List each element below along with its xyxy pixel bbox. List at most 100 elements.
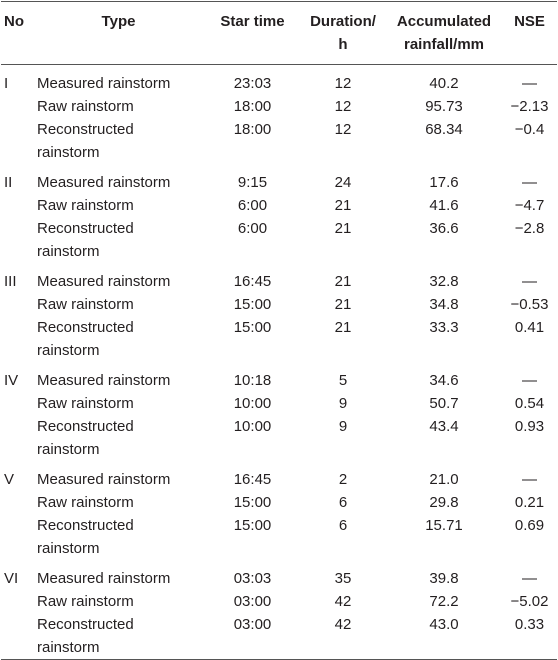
cell: 18:00 [233,98,272,115]
empty-cell [1,392,32,415]
cell: 10:00 [233,395,272,412]
cell: 68.34 [425,121,463,138]
type-text: Raw rainstorm [37,296,134,313]
cell: 6:00 [237,220,268,237]
empty-cell [1,415,32,461]
table-row: III Measured rainstorm 16:45 21 32.8 — [1,263,557,293]
cell: Raw rainstorm [32,590,205,613]
cell: 6:00 [237,197,268,214]
empty-cell [1,590,32,613]
cell: 34.6 [429,372,459,389]
table-row: Reconstructed rainstorm 03:00 42 43.0 0.33 [1,613,557,660]
cell: 43.0 [429,616,459,633]
cell: 03:00 [233,616,272,633]
cell: 29.8 [429,494,459,511]
cell: Raw rainstorm [32,392,205,415]
table-row: Raw rainstorm 10:00 9 50.7 0.54 [1,392,557,415]
cell: 12 [334,98,352,115]
table-row: Reconstructed rainstorm 18:00 12 68.34 −0.4 [1,118,557,164]
group-number: V [4,471,15,488]
type-text: Raw rainstorm [37,395,134,412]
header-text: Accumulated rainfall/mm [396,13,492,53]
cell: 2 [338,471,348,488]
cell: 23:03 [233,75,272,92]
cell: −0.4 [514,121,545,138]
cell: Reconstructed rainstorm [32,118,205,164]
cell: 33.3 [429,319,459,336]
empty-cell [1,491,32,514]
group-number: IV [4,372,19,389]
table-row: Raw rainstorm 15:00 21 34.8 −0.53 [1,293,557,316]
header-cell: NSE [514,13,545,30]
cell: 95.73 [425,98,463,115]
cell: 16:45 [233,471,272,488]
cell: 21 [334,273,352,290]
cell: 10:18 [233,372,272,389]
header-cell: Star time [220,13,285,30]
cell: Raw rainstorm [32,194,205,217]
table-row: Reconstructed rainstorm 10:00 9 43.4 0.93 [1,415,557,461]
type-text: Reconstructed rainstorm [37,616,134,656]
cell: 21 [334,220,352,237]
type-text: Measured rainstorm [37,570,171,587]
table-row: Raw rainstorm 03:00 42 72.2 −5.02 [1,590,557,613]
cell: 39.8 [429,570,459,587]
cell: Measured rainstorm [32,65,205,96]
type-text: Reconstructed rainstorm [37,517,134,557]
cell: Reconstructed rainstorm [32,613,205,660]
table-row: Raw rainstorm 18:00 12 95.73 −2.13 [1,95,557,118]
header-text: Duration/ h [310,13,376,53]
type-text: Measured rainstorm [37,372,171,389]
cell: 5 [338,372,348,389]
cell: Measured rainstorm [32,164,205,194]
type-text: Reconstructed rainstorm [37,319,134,359]
cell: 42 [334,593,352,610]
empty-cell [1,293,32,316]
cell: 24 [334,174,352,191]
cell: Reconstructed rainstorm [32,316,205,362]
cell: Raw rainstorm [32,491,205,514]
cell: −0.53 [510,296,549,313]
type-text: Raw rainstorm [37,98,134,115]
empty-cell [1,613,32,660]
cell: Raw rainstorm [32,95,205,118]
type-text: Measured rainstorm [37,273,171,290]
cell: Reconstructed rainstorm [32,217,205,263]
cell: — [522,273,537,290]
cell: 50.7 [429,395,459,412]
cell: Measured rainstorm [32,560,205,590]
cell: 43.4 [429,418,459,435]
table-row: IV Measured rainstorm 10:18 5 34.6 — [1,362,557,392]
cell: — [522,471,537,488]
cell: 72.2 [429,593,459,610]
cell: 0.41 [514,319,545,336]
cell: 15:00 [233,296,272,313]
cell: 21 [334,197,352,214]
table-row: Raw rainstorm 15:00 6 29.8 0.21 [1,491,557,514]
cell: 9:15 [237,174,268,191]
cell: 9 [338,395,348,412]
cell: 12 [334,75,352,92]
cell: 21.0 [429,471,459,488]
empty-cell [1,217,32,263]
group-number: III [4,273,17,290]
cell: — [522,75,537,92]
type-text: Reconstructed rainstorm [37,121,134,161]
cell: 34.8 [429,296,459,313]
table-row: Reconstructed rainstorm 15:00 6 15.71 0.69 [1,514,557,560]
type-text: Measured rainstorm [37,174,171,191]
cell: 42 [334,616,352,633]
cell: 9 [338,418,348,435]
cell: 36.6 [429,220,459,237]
cell: — [522,372,537,389]
cell: −5.02 [510,593,549,610]
group-number: VI [4,570,19,587]
table-header: No Type Star time Duration/ h Accumulated ra… [1,1,557,65]
empty-cell [1,514,32,560]
cell: Measured rainstorm [32,362,205,392]
cell: 0.21 [514,494,545,511]
table-row: V Measured rainstorm 16:45 2 21.0 — [1,461,557,491]
cell: 32.8 [429,273,459,290]
cell: 18:00 [233,121,272,138]
